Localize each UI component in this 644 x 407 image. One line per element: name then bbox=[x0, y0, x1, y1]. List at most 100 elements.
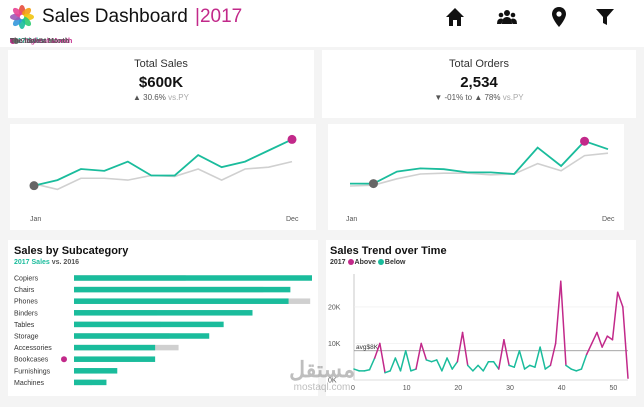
highest-month-point bbox=[580, 136, 590, 146]
title-text: Sales Dashboard bbox=[42, 6, 188, 27]
legend-lowest-month: The lowest Month bbox=[10, 38, 70, 45]
trend-segment bbox=[513, 350, 521, 368]
trend-segment bbox=[591, 331, 598, 345]
series-2016-line bbox=[349, 152, 609, 187]
kpi-title: Total Sales bbox=[134, 58, 188, 70]
category-label: Tables bbox=[14, 322, 35, 329]
subcategory-sub-a: 2017 Sales bbox=[14, 259, 50, 266]
trend-segment bbox=[441, 357, 448, 372]
trend-segment bbox=[404, 350, 412, 372]
subcategory-bar-chart: Copiers Chairs Phones Binders Tables Storage A… bbox=[14, 275, 312, 387]
kpi-delta-suffix: vs.PY bbox=[502, 93, 524, 102]
trend-segment bbox=[446, 357, 453, 370]
legend-2017-sales: 2017 Sales bbox=[10, 38, 46, 45]
kpi-delta: ▼ -01% to ▲ 78% vs.PY bbox=[322, 93, 636, 102]
trend-segment bbox=[379, 342, 386, 374]
above-dot-icon bbox=[347, 259, 354, 265]
trend-segment bbox=[534, 346, 541, 368]
x-tick-label: 10 bbox=[403, 385, 411, 392]
subcategory-subtitle: 2017 Sales vs. 2016 bbox=[14, 259, 79, 266]
below-dot-icon bbox=[377, 259, 384, 265]
bar-2017 bbox=[74, 310, 253, 316]
lowest-month-point bbox=[368, 179, 378, 189]
trend-segment bbox=[456, 331, 464, 363]
monthly-orders-panel: Jan Dec bbox=[328, 124, 624, 230]
subcategory-sub-b: vs. 2016 bbox=[49, 259, 80, 266]
trend-segment bbox=[492, 360, 500, 370]
trend-segment bbox=[596, 331, 603, 348]
location-pin-icon[interactable] bbox=[548, 6, 570, 28]
trend-segment bbox=[523, 364, 531, 370]
x-tick-label: Dec bbox=[602, 216, 615, 223]
trend-segment bbox=[410, 368, 417, 372]
watermark: مستقل mostaql.com bbox=[282, 358, 362, 404]
logo-petal bbox=[12, 7, 23, 18]
kpi-delta-to: to bbox=[465, 93, 473, 102]
trend-segment bbox=[368, 357, 376, 371]
trend-segment bbox=[472, 364, 479, 372]
x-tick-label: Dec bbox=[286, 216, 299, 223]
trend-segment bbox=[611, 291, 619, 341]
home-icon[interactable] bbox=[444, 6, 466, 28]
series-2017-line bbox=[350, 140, 609, 185]
trend-segment bbox=[544, 364, 552, 370]
trend-segment bbox=[353, 368, 360, 372]
bar-2017 bbox=[74, 275, 312, 281]
trend-segment bbox=[430, 359, 438, 363]
trend-segment bbox=[570, 368, 578, 372]
kpi-delta-value-a: -01% bbox=[444, 93, 464, 102]
trend-segment bbox=[451, 360, 459, 370]
up-triangle-icon: ▲ bbox=[133, 93, 141, 102]
kpi-value: $600K bbox=[138, 74, 184, 91]
trend-panel: Sales Trend over Time 2017 Above Below 0… bbox=[326, 240, 636, 396]
trend-segment bbox=[420, 342, 428, 361]
trend-segment bbox=[580, 353, 588, 370]
trend-segment bbox=[389, 357, 397, 372]
trend-segment bbox=[518, 350, 526, 370]
trend-segment bbox=[399, 350, 407, 372]
trend-segment bbox=[503, 339, 510, 367]
trend-segment bbox=[622, 306, 629, 379]
filter-icon[interactable] bbox=[594, 6, 616, 28]
trend-segment bbox=[560, 280, 567, 367]
lowest-month-dot-icon bbox=[13, 38, 19, 44]
trend-segment bbox=[529, 364, 536, 368]
users-icon[interactable] bbox=[496, 6, 518, 28]
kpi-delta-suffix: vs.PY bbox=[168, 93, 189, 102]
bar-2017 bbox=[74, 298, 289, 304]
trend-line-chart: 0K 10K 20K 0 10 20 30 40 50 avg$8K bbox=[328, 274, 629, 392]
total-sales-kpi: Total Sales $600K ▲ 30.6% vs.PY bbox=[8, 50, 314, 118]
category-label: Chairs bbox=[14, 287, 35, 294]
subcategory-title: Sales by Subcategory bbox=[14, 245, 129, 257]
trend-legend: 2017 Above Below bbox=[330, 259, 406, 266]
subcategory-panel: Sales by Subcategory 2017 Sales vs. 2016… bbox=[8, 240, 318, 396]
legend-bar: 2017 Sales vs. 2016 Sales The highest Mo… bbox=[0, 34, 644, 47]
bar-2017 bbox=[74, 379, 107, 386]
y-tick-label: 0K bbox=[328, 378, 337, 385]
series-2017-line bbox=[33, 138, 293, 187]
category-label: Binders bbox=[14, 310, 38, 317]
lowest-month-point bbox=[29, 181, 39, 191]
average-label: avg$8K bbox=[356, 344, 379, 351]
x-tick-label: 0 bbox=[351, 385, 355, 392]
trend-segment bbox=[373, 342, 381, 359]
down-triangle-icon: ▼ bbox=[434, 93, 443, 102]
x-tick-label: 50 bbox=[609, 385, 617, 392]
kpi-delta: ▲ 30.6% vs.PY bbox=[8, 93, 314, 102]
trend-segment bbox=[508, 364, 516, 368]
trend-segment bbox=[466, 364, 474, 372]
legend-highest-month: The highest Month bbox=[10, 38, 73, 45]
watermark-latin: mostaql.com bbox=[293, 382, 351, 393]
trend-segment bbox=[498, 339, 505, 370]
trend-segment bbox=[601, 335, 609, 348]
x-tick-label: Jan bbox=[30, 216, 41, 223]
trend-segment bbox=[425, 359, 433, 363]
y-tick-label: 10K bbox=[328, 341, 341, 348]
bar-2017 bbox=[74, 333, 210, 339]
category-label: Machines bbox=[14, 380, 44, 387]
x-tick-label: 40 bbox=[558, 385, 566, 392]
trend-segment bbox=[575, 368, 583, 372]
monthly-sales-panel: Jan Dec bbox=[10, 124, 316, 230]
trend-legend-year: 2017 bbox=[330, 259, 346, 266]
trend-segment bbox=[616, 291, 624, 308]
